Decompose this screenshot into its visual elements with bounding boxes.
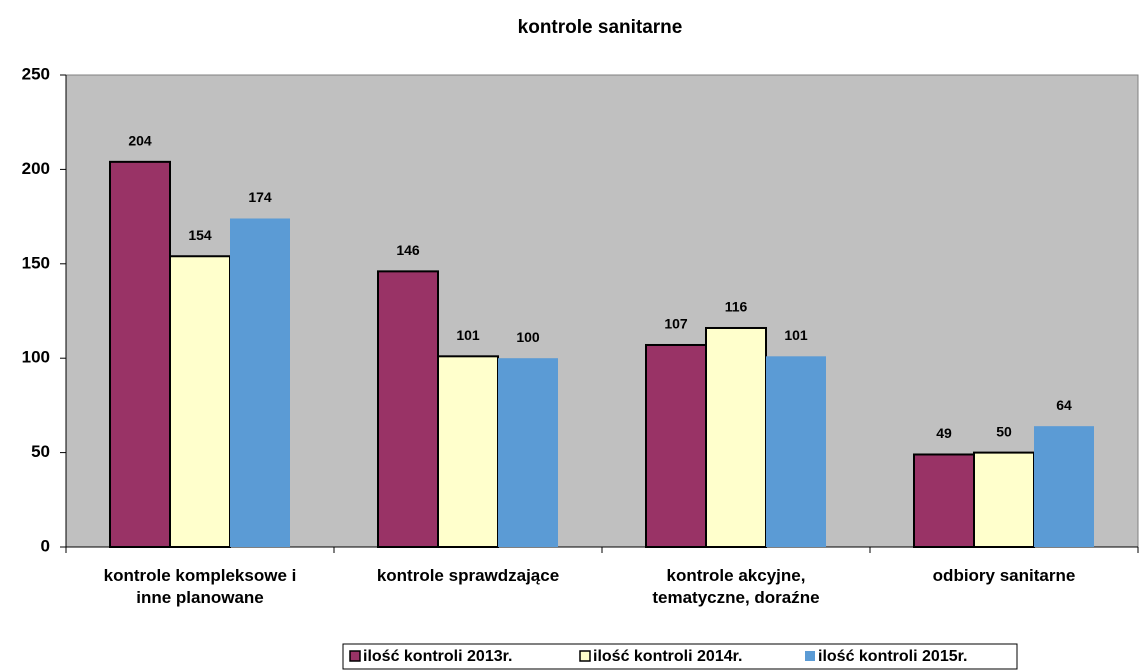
value-label: 50 [996, 423, 1012, 439]
bar [109, 160, 171, 549]
x-tick-label-line: inne planowane [136, 588, 264, 607]
x-tick-label: odbiory sanitarne [933, 566, 1076, 585]
y-tick-label: 250 [22, 64, 50, 83]
value-label: 101 [784, 327, 808, 343]
x-tick-label-line: kontrole kompleksowe i [104, 566, 297, 585]
value-label: 116 [725, 299, 748, 315]
legend-label: ilość kontroli 2013r. [363, 648, 512, 665]
x-tick-label-line: odbiory sanitarne [933, 566, 1076, 585]
legend-label: ilość kontroli 2014r. [593, 648, 742, 665]
x-tick-label: kontrole kompleksowe i inne planowane [104, 566, 297, 607]
bar [645, 343, 707, 549]
y-tick-label: 0 [41, 536, 50, 555]
bar [913, 453, 975, 549]
bar [377, 270, 439, 548]
value-label: 204 [128, 133, 152, 149]
value-label: 49 [936, 425, 952, 441]
legend-label: ilość kontroli 2015r. [818, 648, 967, 665]
legend-swatch [805, 651, 815, 661]
y-tick-label: 100 [22, 348, 50, 367]
y-tick-label: 50 [31, 442, 50, 461]
x-tick-label-line: tematyczne, doraźne [652, 588, 819, 607]
x-tick-label: kontrole akcyjne, tematyczne, doraźne [652, 566, 819, 607]
legend-swatch [349, 650, 361, 662]
bar [705, 326, 767, 548]
bar [230, 218, 290, 547]
bar [973, 451, 1035, 549]
value-label: 64 [1056, 397, 1072, 413]
bar [1034, 426, 1094, 547]
chart-title: kontrole sanitarne [518, 17, 683, 38]
y-tick-label: 200 [22, 159, 50, 178]
bar [169, 255, 231, 548]
value-label: 101 [456, 327, 480, 343]
bar [437, 355, 499, 549]
bar [498, 358, 558, 547]
legend [342, 643, 1018, 670]
x-tick-label: kontrole sprawdzające [377, 566, 559, 585]
value-label: 154 [188, 227, 212, 243]
value-label: 146 [396, 242, 420, 258]
x-tick-label-line: kontrole akcyjne, [667, 566, 806, 585]
y-tick-label: 150 [22, 253, 50, 272]
x-tick-label-line: kontrole sprawdzające [377, 566, 559, 585]
value-label: 107 [664, 316, 688, 332]
value-label: 100 [516, 329, 540, 345]
legend-swatch [579, 650, 591, 662]
bar [766, 356, 826, 547]
value-label: 174 [248, 189, 272, 205]
